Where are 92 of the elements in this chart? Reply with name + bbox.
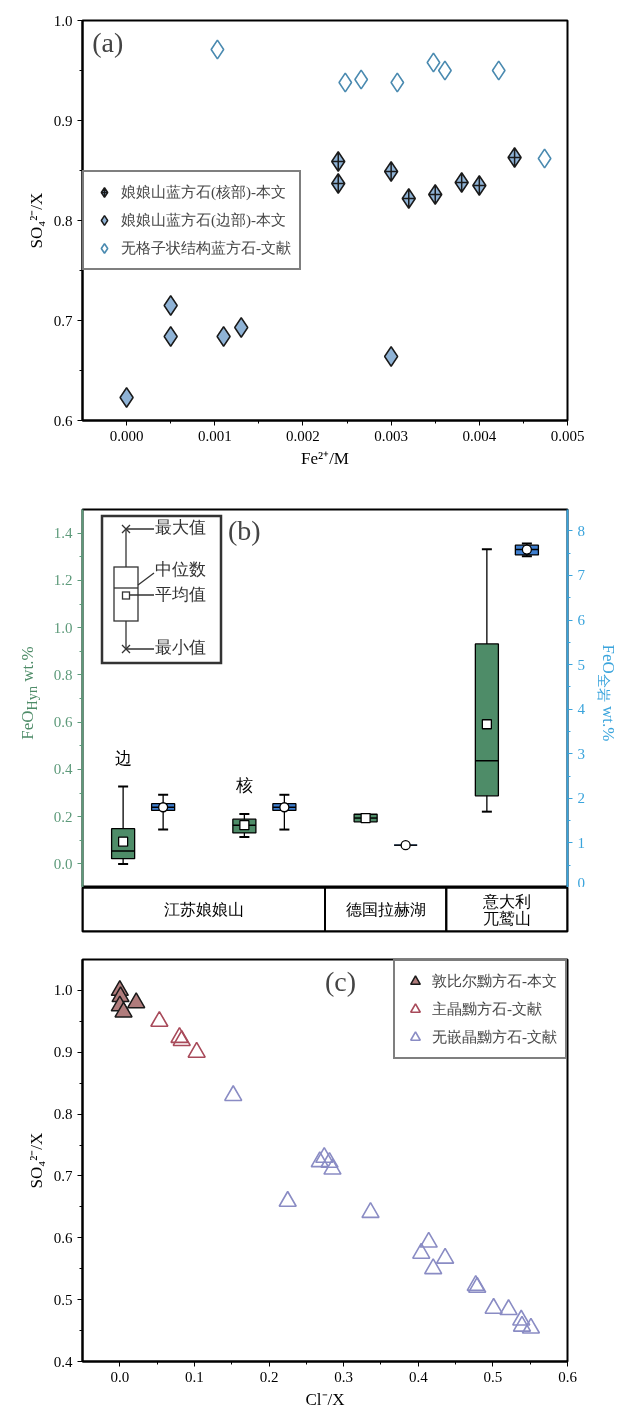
y2-tick-label: 0 bbox=[577, 874, 585, 891]
y-axis-title: SO₄²⁻/X bbox=[26, 192, 46, 249]
y2-tick-label: 5 bbox=[577, 656, 585, 673]
point bbox=[390, 72, 405, 93]
point bbox=[354, 69, 369, 90]
annotation: 最小值 bbox=[155, 638, 206, 658]
y-tick-label: 0.0 bbox=[53, 855, 73, 872]
y-tick-label: 0.6 bbox=[53, 714, 73, 731]
y2-tick-label: 6 bbox=[577, 612, 586, 629]
x-tick-label: 0.2 bbox=[259, 1368, 279, 1385]
chart-title: (b) bbox=[228, 515, 261, 547]
point bbox=[114, 1001, 133, 1018]
point bbox=[223, 1084, 243, 1102]
x-tick-label: 德国拉赫湖 bbox=[345, 901, 426, 918]
legend-label: 主晶黝方石-文献 bbox=[432, 999, 542, 1019]
point bbox=[484, 1297, 503, 1315]
legend-label: 无格子状结构蓝方石-文献 bbox=[121, 238, 291, 258]
point bbox=[411, 1242, 431, 1259]
y-tick-label: 0.9 bbox=[53, 1044, 73, 1061]
point bbox=[338, 72, 353, 93]
point bbox=[521, 1317, 541, 1334]
point bbox=[437, 60, 452, 81]
point bbox=[511, 1309, 531, 1326]
y-tick-label: 1.0 bbox=[53, 12, 73, 29]
y2-tick-label: 3 bbox=[577, 745, 585, 762]
y-tick-label: 0.5 bbox=[53, 1291, 73, 1308]
point bbox=[361, 1201, 380, 1219]
x-tick-label: 边 bbox=[114, 748, 132, 768]
x-tick-label: 核 bbox=[234, 776, 253, 796]
point bbox=[320, 1151, 339, 1169]
x-tick-label: 0.004 bbox=[462, 427, 497, 444]
y-tick-label: 0.2 bbox=[53, 808, 73, 825]
point bbox=[499, 1298, 518, 1316]
point bbox=[491, 60, 506, 81]
x-tick-label: 0.1 bbox=[185, 1368, 204, 1385]
y-tick-label: 1.2 bbox=[53, 572, 73, 589]
y-tick-label: 0.6 bbox=[53, 412, 73, 429]
point bbox=[435, 1247, 455, 1264]
y-tick-label: 0.8 bbox=[53, 666, 73, 683]
y2-tick-label: 8 bbox=[577, 522, 585, 539]
y-tick-label: 1.0 bbox=[53, 619, 73, 636]
y-tick-label: 0.8 bbox=[53, 1106, 73, 1123]
y-tick-label: 1.0 bbox=[53, 982, 73, 999]
chart-title: (a) bbox=[92, 26, 124, 58]
chart-title: (c) bbox=[325, 965, 357, 997]
point bbox=[314, 1146, 334, 1164]
y-tick-label: 0.6 bbox=[53, 1229, 73, 1246]
x-tick-label: 0.001 bbox=[197, 427, 232, 444]
x-tick-label: 意大利兀鹫山 bbox=[481, 892, 531, 927]
y2-tick-label: 1 bbox=[577, 834, 585, 851]
y-tick-label: 0.9 bbox=[53, 112, 73, 129]
x-tick-label: 0.5 bbox=[483, 1368, 503, 1385]
y2-tick-label: 2 bbox=[577, 790, 585, 807]
y2-tick-label: 7 bbox=[577, 567, 586, 584]
x-axis-title: Fe²⁺/M bbox=[301, 448, 349, 468]
point bbox=[278, 1190, 297, 1208]
x-axis-title: Cl⁻/X bbox=[305, 1389, 345, 1409]
annotation: 最大值 bbox=[155, 518, 206, 538]
x-tick-label: 0.6 bbox=[558, 1368, 578, 1385]
x-tick-label: 0.002 bbox=[286, 427, 320, 444]
legend-label: 敦比尔黝方石-本文 bbox=[432, 971, 557, 991]
x-tick-label: 0.003 bbox=[374, 427, 409, 444]
point bbox=[210, 39, 225, 60]
point bbox=[323, 1158, 342, 1175]
point bbox=[419, 1231, 439, 1248]
point bbox=[423, 1258, 443, 1275]
y-axis-title: SO₄²⁻/X bbox=[26, 1132, 46, 1189]
y-tick-label: 0.7 bbox=[53, 312, 73, 329]
point bbox=[537, 148, 552, 169]
x-tick-label: 0.0 bbox=[110, 1368, 130, 1385]
text: 江苏娘娘山 bbox=[163, 901, 244, 918]
y2-tick-label: 4 bbox=[577, 701, 586, 718]
legend-label: 娘娘山蓝方石(核部)-本文 bbox=[121, 182, 286, 202]
legend-label: 无嵌晶黝方石-文献 bbox=[432, 1027, 557, 1047]
y-tick-label: 0.7 bbox=[53, 1167, 73, 1184]
point bbox=[150, 1010, 169, 1028]
x-tick-label: 0.3 bbox=[334, 1368, 354, 1385]
y-tick-label: 0.4 bbox=[53, 1353, 73, 1370]
annotation: 平均值 bbox=[155, 585, 206, 605]
point bbox=[426, 52, 441, 73]
y-tick-label: 1.4 bbox=[53, 525, 73, 542]
x-tick-label: 0.000 bbox=[109, 427, 144, 444]
point bbox=[512, 1315, 532, 1332]
y-tick-label: 0.4 bbox=[53, 761, 73, 778]
point bbox=[310, 1151, 330, 1168]
y-tick-label: 0.8 bbox=[53, 212, 73, 229]
annotation: 中位数 bbox=[155, 560, 206, 580]
x-tick-label: 0.005 bbox=[550, 427, 585, 444]
legend-label: 娘娘山蓝方石(边部)-本文 bbox=[121, 210, 286, 230]
x-tick-label: 0.4 bbox=[408, 1368, 429, 1385]
point bbox=[187, 1041, 206, 1058]
point bbox=[126, 992, 146, 1009]
